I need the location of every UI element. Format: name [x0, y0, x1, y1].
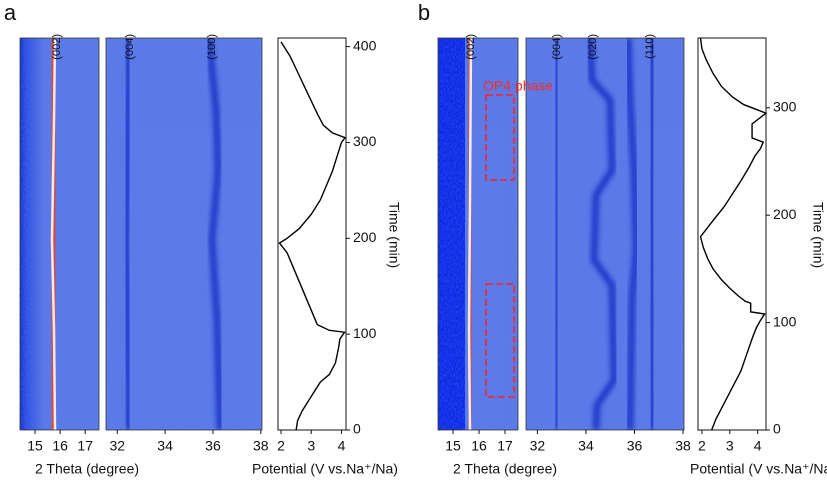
x-tick-label: 17 — [77, 438, 93, 454]
peak-label: (020) — [587, 34, 599, 60]
x-tick-label: 16 — [471, 438, 487, 454]
peak-core — [467, 38, 473, 430]
phase-box — [485, 94, 515, 181]
peak-label: (110) — [644, 34, 656, 59]
heatmap-frame — [437, 37, 519, 431]
y-tick-label: 0 — [353, 421, 361, 437]
x-tick-label: 34 — [578, 438, 594, 454]
diffraction-stripe — [624, 38, 640, 430]
x-tick-label: 32 — [530, 438, 546, 454]
potential-line — [278, 41, 347, 431]
peak-label: (004) — [551, 34, 563, 60]
heatmap-noise — [438, 38, 684, 430]
x-tick-label: 2 — [277, 438, 285, 454]
heatmap — [20, 38, 262, 430]
x-tick-label: 4 — [338, 438, 346, 454]
x-tick-label: 2 — [698, 438, 706, 454]
diffraction-stripe — [552, 38, 561, 430]
peak-label: (004) — [124, 34, 136, 60]
x-tick-label: 15 — [27, 438, 43, 454]
annotation: OP4 phase — [483, 78, 553, 94]
y-tick-label: 200 — [353, 229, 377, 245]
y-tick-label: 400 — [353, 37, 377, 53]
peak-label: (002) — [465, 34, 477, 60]
x-tick-label: 15 — [445, 438, 461, 454]
peak-label: (100) — [206, 34, 218, 60]
diffraction-stripe — [647, 38, 657, 430]
x-tick-label: 38 — [253, 438, 269, 454]
y-tick-label: 300 — [773, 99, 797, 115]
x-tick-label: 36 — [627, 438, 643, 454]
x-tick-label: 17 — [497, 438, 513, 454]
x-tick-label: 32 — [109, 438, 125, 454]
potential-line — [699, 37, 768, 431]
x-tick-label: 3 — [307, 438, 315, 454]
plot-frame — [697, 37, 767, 431]
x-tick-label: 16 — [52, 438, 68, 454]
heatmap — [438, 38, 684, 430]
plot-frame — [277, 37, 347, 431]
diffraction-stripe — [586, 38, 618, 430]
phase-box — [485, 283, 515, 398]
heatmap-frame — [105, 37, 263, 431]
panel-label: a — [4, 0, 17, 25]
x-axis-label: 2 Theta (degree) — [35, 461, 139, 477]
y-axis-label: Time (min) — [386, 202, 402, 268]
y-tick-label: 100 — [773, 313, 797, 329]
x-axis-label: Potential (V vs.Na⁺/Na) — [252, 461, 398, 477]
y-tick-label: 300 — [353, 133, 377, 149]
y-tick-label: 200 — [773, 206, 797, 222]
peak-label: (002) — [51, 34, 63, 60]
panel-label: b — [418, 0, 430, 25]
x-tick-label: 38 — [675, 438, 691, 454]
peak-core — [50, 38, 57, 430]
y-tick-label: 100 — [353, 325, 377, 341]
x-tick-label: 36 — [205, 438, 221, 454]
x-tick-label: 4 — [754, 438, 762, 454]
x-axis-label: 2 Theta (degree) — [453, 461, 557, 477]
y-tick-label: 0 — [773, 421, 781, 437]
heatmap-frame — [19, 37, 100, 431]
diffraction-stripe — [122, 38, 133, 430]
diffraction-stripe — [205, 38, 224, 430]
x-tick-label: 3 — [726, 438, 734, 454]
y-axis-label: Time (min) — [810, 202, 826, 268]
x-tick-label: 34 — [157, 438, 173, 454]
heatmap-frame — [525, 37, 685, 431]
x-axis-label: Potential (V vs.Na⁺/Na) — [690, 461, 827, 477]
